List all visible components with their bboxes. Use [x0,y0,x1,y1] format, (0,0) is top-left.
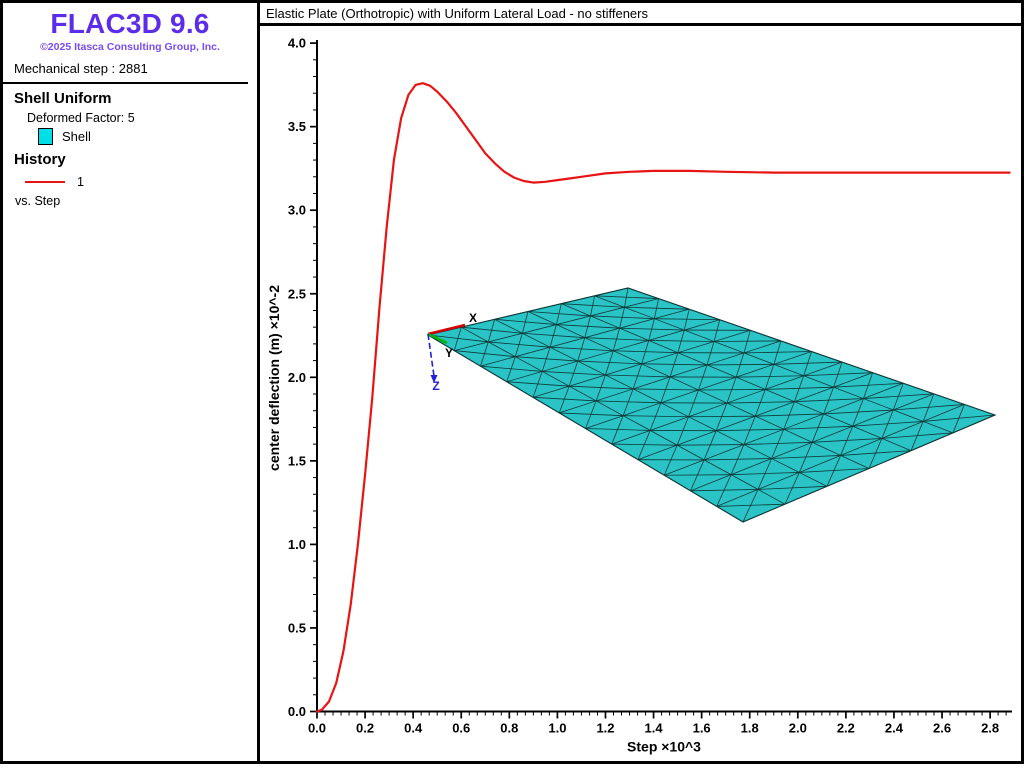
sidebar-divider [3,82,248,84]
mechanical-step-label: Mechanical step : 2881 [14,61,148,76]
svg-text:0.4: 0.4 [404,721,423,736]
flac3d-logo: FLAC3D 9.6 [50,8,210,39]
triad-y-label: Y [445,346,453,360]
svg-text:1.0: 1.0 [288,537,306,552]
svg-text:2.0: 2.0 [789,721,807,736]
svg-text:1.4: 1.4 [645,721,664,736]
history-legend-item: 1 [25,175,257,189]
z-arrowhead-icon [430,375,438,383]
svg-text:1.2: 1.2 [596,721,614,736]
plot-view[interactable]: X Y Z 0.0 0.2 0.4 0.6 0.8 1.0 1.2 1.4 1.6 1.8 2.0 2.2 2… [260,26,1021,761]
history-vs-label: vs. Step [15,194,61,208]
axis-triad: X Y Z [427,311,477,393]
svg-text:0.0: 0.0 [288,704,306,719]
deformed-factor-label: Deformed Factor: 5 [27,111,135,125]
mesh-grid-lines [427,287,996,523]
svg-text:0.8: 0.8 [500,721,518,736]
shell-legend-label: Shell [62,129,91,144]
history-section-title: History [14,151,66,168]
axes [316,40,1012,713]
svg-text:2.2: 2.2 [837,721,855,736]
svg-text:2.0: 2.0 [288,370,306,385]
svg-text:1.6: 1.6 [693,721,711,736]
svg-text:3.0: 3.0 [288,203,306,218]
svg-text:0.0: 0.0 [308,721,326,736]
svg-text:0.2: 0.2 [356,721,374,736]
svg-text:2.4: 2.4 [885,721,904,736]
svg-text:1.0: 1.0 [548,721,566,736]
svg-text:0.5: 0.5 [288,620,306,635]
triad-z-label: Z [432,379,439,393]
deflection-chart[interactable]: X Y Z 0.0 0.2 0.4 0.6 0.8 1.0 1.2 1.4 1.6 1.8 2.0 2.2 2… [260,26,1021,761]
copyright-text: ©2025 Itasca Consulting Group, Inc. [40,41,220,53]
tick-marks [310,42,1007,719]
plot-title: Elastic Plate (Orthotropic) with Uniform… [266,6,648,21]
svg-text:2.6: 2.6 [933,721,951,736]
tick-labels: 0.0 0.2 0.4 0.6 0.8 1.0 1.2 1.4 1.6 1.8 2.0 2.2 2.4 2… [288,36,999,736]
y-axis-title: center deflection (m) ×10^-2 [266,285,282,471]
history-curve [315,82,1011,713]
x-axis-title: Step ×10^3 [627,739,701,755]
shell-mesh [426,287,997,523]
history-series-label: 1 [77,175,84,189]
legend-sidebar: FLAC3D 9.6 ©2025 Itasca Consulting Group… [3,3,260,761]
svg-text:0.6: 0.6 [452,721,470,736]
triad-x-label: X [469,311,477,325]
svg-text:4.0: 4.0 [288,36,306,51]
svg-text:1.5: 1.5 [288,453,306,468]
svg-text:1.8: 1.8 [741,721,759,736]
svg-text:3.5: 3.5 [288,119,306,134]
shell-section-title: Shell Uniform [14,90,112,107]
svg-text:2.5: 2.5 [288,286,306,301]
shell-color-swatch [38,128,53,145]
plot-title-bar: Elastic Plate (Orthotropic) with Uniform… [260,3,1021,26]
history-line-sample [25,181,65,183]
shell-legend-item: Shell [38,128,257,145]
svg-text:2.8: 2.8 [981,721,999,736]
